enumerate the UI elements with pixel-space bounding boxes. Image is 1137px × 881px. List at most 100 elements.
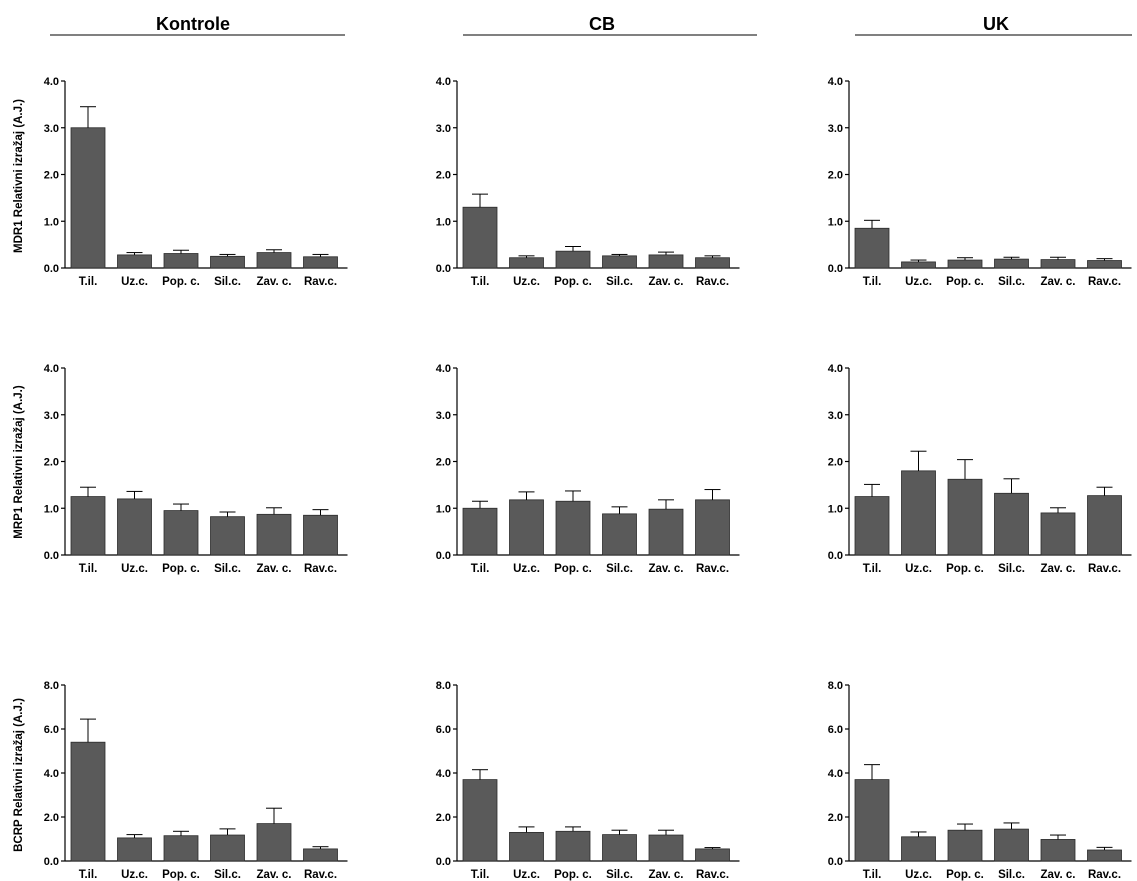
bar — [303, 848, 338, 862]
y-tick-label: 4.0 — [436, 363, 451, 375]
category-label: Zav. c. — [649, 869, 684, 881]
category-label: Rav.c. — [304, 869, 337, 881]
category-label: T.il. — [79, 869, 98, 881]
y-tick-label: 2.0 — [828, 812, 843, 824]
category-label: T.il. — [79, 276, 98, 288]
bar — [1087, 260, 1122, 269]
y-tick-label: 2.0 — [828, 457, 843, 469]
category-label: Pop. c. — [162, 869, 200, 881]
category-label: Zav. c. — [257, 563, 292, 575]
bar — [901, 470, 936, 556]
y-tick-label: 4.0 — [44, 768, 59, 780]
column-title: CB — [589, 14, 615, 34]
bar — [70, 496, 106, 556]
bar — [210, 516, 245, 556]
category-label: Uz.c. — [905, 869, 932, 881]
bar — [994, 828, 1029, 862]
y-tick-label: 2.0 — [828, 170, 843, 182]
bar — [1040, 839, 1076, 862]
panel-mdr1-kontrole: 0.0 1.0 2.0 3.0 4.0 T.il. Uz.c. Pop. c. Sil.c. Za… — [44, 76, 348, 288]
y-tick-label: 2.0 — [44, 170, 59, 182]
y-tick-label: 3.0 — [828, 123, 843, 135]
category-label: Pop. c. — [554, 276, 592, 288]
y-tick-label: 3.0 — [436, 123, 451, 135]
bar — [1087, 849, 1122, 862]
bar — [602, 834, 637, 862]
category-label: Rav.c. — [696, 276, 729, 288]
bar — [994, 492, 1029, 556]
y-tick-label: 4.0 — [828, 76, 843, 88]
bar — [947, 829, 983, 862]
y-tick-label: 1.0 — [436, 216, 451, 228]
bar — [602, 255, 637, 269]
category-label: Sil.c. — [214, 869, 241, 881]
bar — [648, 254, 684, 269]
bar — [947, 478, 983, 556]
y-tick-label: 0.0 — [828, 263, 843, 275]
category-label: Sil.c. — [998, 869, 1025, 881]
category-label: Uz.c. — [513, 276, 540, 288]
y-tick-label: 2.0 — [436, 457, 451, 469]
category-label: Pop. c. — [946, 276, 984, 288]
category-label: Pop. c. — [162, 563, 200, 575]
y-tick-label: 4.0 — [828, 363, 843, 375]
y-tick-label: 0.0 — [436, 550, 451, 562]
bar — [854, 779, 890, 862]
y-tick-label: 2.0 — [436, 812, 451, 824]
category-label: Sil.c. — [214, 563, 241, 575]
bar — [695, 257, 730, 269]
category-label: Pop. c. — [554, 563, 592, 575]
category-label: Pop. c. — [162, 276, 200, 288]
bar — [994, 258, 1029, 269]
y-tick-label: 8.0 — [828, 680, 843, 692]
bar — [70, 741, 106, 862]
bar — [854, 496, 890, 556]
bar — [695, 848, 730, 862]
y-tick-label: 4.0 — [436, 768, 451, 780]
bar — [163, 253, 199, 269]
panel-mrp1-cb: 0.0 1.0 2.0 3.0 4.0 T.il. Uz.c. Pop. c. Sil.c. Za… — [436, 363, 740, 575]
category-label: T.il. — [863, 869, 882, 881]
category-label: Zav. c. — [1041, 869, 1076, 881]
column-header-cb: CB — [463, 14, 757, 36]
y-tick-label: 0.0 — [44, 263, 59, 275]
y-tick-label: 0.0 — [44, 856, 59, 868]
category-label: T.il. — [471, 563, 490, 575]
category-label: Uz.c. — [121, 563, 148, 575]
category-label: T.il. — [79, 563, 98, 575]
y-tick-label: 1.0 — [44, 503, 59, 515]
category-label: Uz.c. — [905, 563, 932, 575]
bar — [648, 834, 684, 862]
bar — [256, 823, 292, 862]
category-label: Sil.c. — [606, 869, 633, 881]
bar — [303, 256, 338, 269]
category-label: Uz.c. — [513, 563, 540, 575]
category-label: Zav. c. — [649, 563, 684, 575]
y-tick-label: 2.0 — [436, 170, 451, 182]
y-tick-label: 4.0 — [44, 76, 59, 88]
bar — [117, 254, 152, 269]
category-label: Uz.c. — [905, 276, 932, 288]
category-label: Zav. c. — [1041, 563, 1076, 575]
bar — [1087, 495, 1122, 556]
bar — [1040, 259, 1076, 269]
panel-mrp1-kontrole: 0.0 1.0 2.0 3.0 4.0 T.il. Uz.c. Pop. c. Sil.c. Za… — [44, 363, 348, 575]
y-tick-label: 0.0 — [436, 263, 451, 275]
y-tick-label: 3.0 — [44, 123, 59, 135]
y-tick-label: 0.0 — [436, 856, 451, 868]
category-label: Zav. c. — [649, 276, 684, 288]
category-label: T.il. — [471, 276, 490, 288]
category-label: Zav. c. — [257, 869, 292, 881]
category-label: Rav.c. — [304, 563, 337, 575]
category-label: Uz.c. — [121, 276, 148, 288]
bar — [509, 499, 544, 556]
y-tick-label: 3.0 — [828, 410, 843, 422]
bar — [210, 834, 245, 862]
y-tick-label: 1.0 — [436, 503, 451, 515]
category-label: Sil.c. — [606, 276, 633, 288]
y-tick-label: 0.0 — [828, 550, 843, 562]
y-tick-label: 3.0 — [436, 410, 451, 422]
bar — [509, 257, 544, 269]
y-tick-label: 6.0 — [436, 724, 451, 736]
y-tick-label: 4.0 — [44, 363, 59, 375]
